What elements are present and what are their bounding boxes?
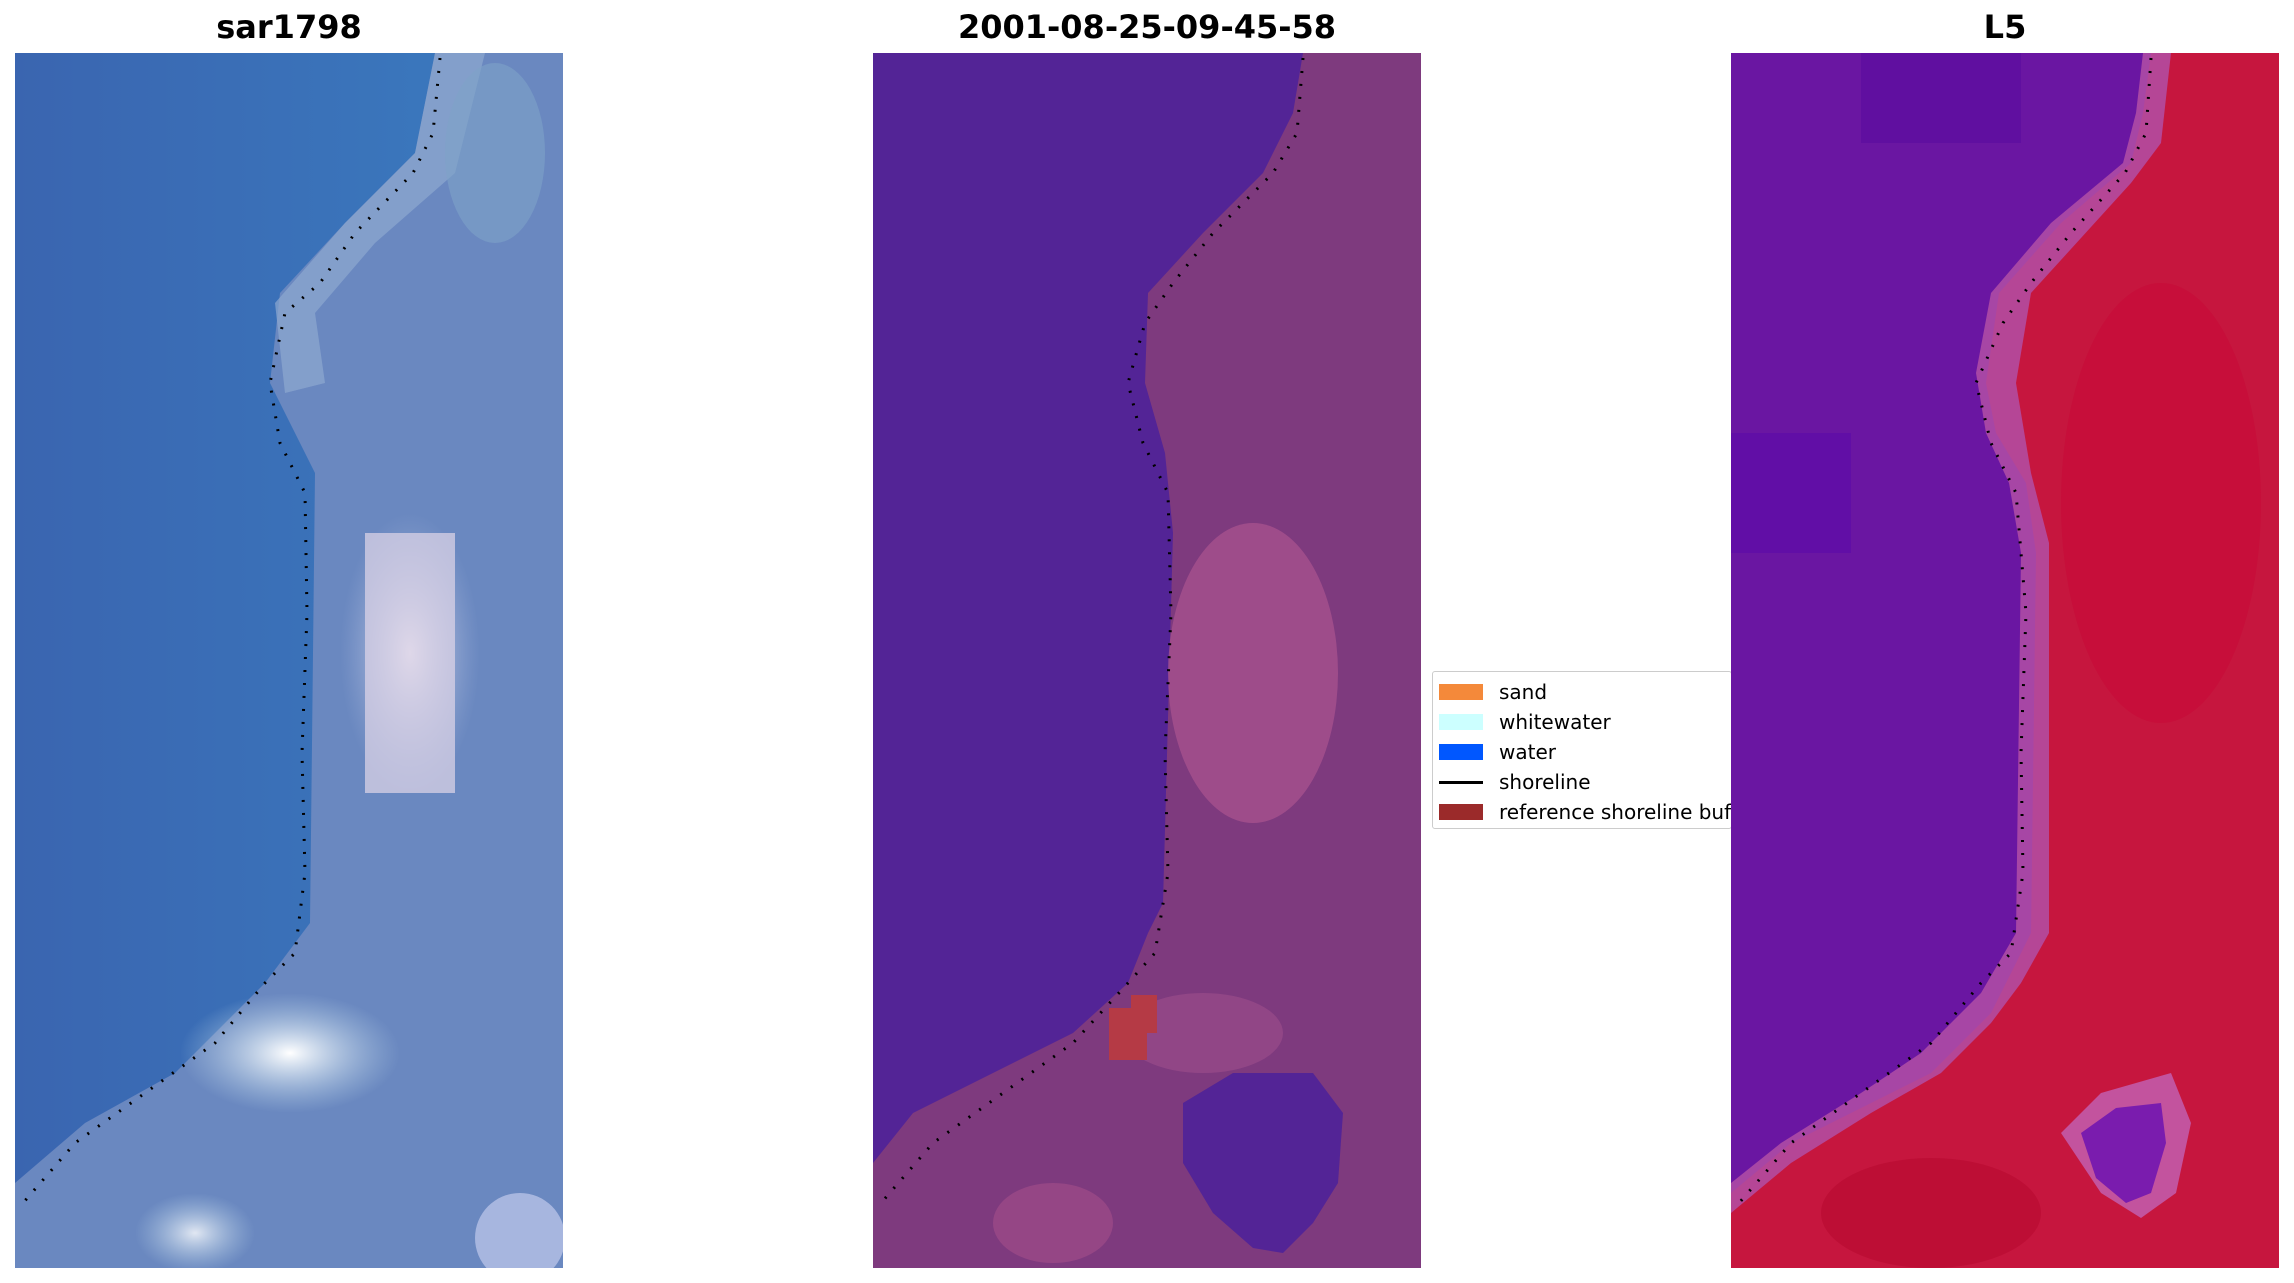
legend-item-reference-buffer: reference shoreline buffer — [1439, 800, 1731, 824]
whitewater-swatch — [1439, 714, 1483, 730]
legend-label: whitewater — [1499, 710, 1611, 734]
panel-title-rgb: sar1798 — [216, 8, 362, 46]
legend-item-shoreline: shoreline — [1439, 770, 1591, 794]
legend-item-water: water — [1439, 740, 1556, 764]
rgb-satellite-image — [15, 53, 563, 1268]
inland-water-area — [2081, 1103, 2166, 1203]
classified-image-panel — [873, 53, 1421, 1268]
legend-label: reference shoreline buffer — [1499, 800, 1731, 824]
legend-item-whitewater: whitewater — [1439, 710, 1611, 734]
panel-title-index: L5 — [1983, 8, 2027, 46]
inland-water-area — [1183, 1073, 1343, 1253]
mndwi-image — [1731, 53, 2279, 1268]
rgb-land-area — [15, 53, 563, 1268]
classified-land-area — [873, 53, 1421, 1268]
legend-item-sand: sand — [1439, 680, 1548, 704]
shoreline-line — [879, 57, 1305, 1204]
water-swatch — [1439, 744, 1483, 760]
legend-label: shoreline — [1499, 770, 1591, 794]
shoreline-line-swatch — [1439, 780, 1483, 784]
buffer-swatch — [1439, 804, 1483, 820]
panel-title-classified: 2001-08-25-09-45-58 — [957, 8, 1337, 46]
index-image-panel — [1731, 53, 2279, 1268]
legend: sand whitewater water shoreline referenc… — [1432, 671, 1732, 829]
legend-label: sand — [1499, 680, 1548, 704]
shoreline-line — [1737, 57, 2153, 1204]
legend-label: water — [1499, 740, 1556, 764]
sand-swatch — [1439, 684, 1483, 700]
rgb-image-panel — [15, 53, 563, 1268]
classified-image — [873, 53, 1421, 1268]
